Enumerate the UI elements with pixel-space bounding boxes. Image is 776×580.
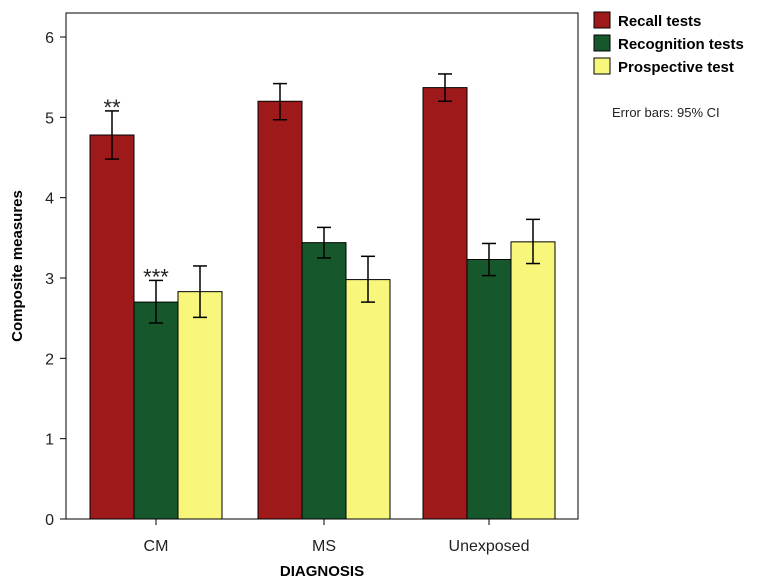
y-tick-label: 0 [45,512,54,529]
y-tick-label: 6 [45,30,54,47]
x-tick-label: MS [312,538,336,555]
legend-swatch [593,34,611,52]
bar [466,259,512,520]
bar [177,291,223,520]
significance-marker: *** [143,264,169,289]
y-tick-label: 1 [45,432,54,449]
y-tick-label: 2 [45,351,54,368]
legend-label: Prospective test [618,59,734,76]
bar [257,100,303,520]
bar [345,279,391,520]
bars-group [89,87,556,520]
y-tick-label: 5 [45,110,54,127]
legend-swatch [593,57,611,75]
y-tick-label: 4 [45,191,54,208]
annotations-group: ***** [103,95,169,290]
bar [422,87,468,520]
x-axis-title: DIAGNOSIS [280,563,364,580]
error-bars-group [105,73,540,324]
x-tick-label: CM [144,538,169,555]
x-tick-label: Unexposed [449,538,530,555]
y-axis: 0 1 2 3 4 5 6 [45,30,66,529]
bar [510,241,556,520]
legend-swatch [593,11,611,29]
legend-label: Recall tests [618,13,701,30]
error-bars-note: Error bars: 95% CI [612,105,720,120]
y-axis-title: Composite measures [9,190,26,342]
y-tick-label: 3 [45,271,54,288]
bar [301,242,347,520]
legend-label: Recognition tests [618,36,744,53]
bar [89,134,135,520]
x-axis: CM MS Unexposed [144,519,530,555]
bar [133,301,179,520]
significance-marker: ** [103,95,121,120]
legend: Recall tests Recognition tests Prospective… [593,11,744,76]
